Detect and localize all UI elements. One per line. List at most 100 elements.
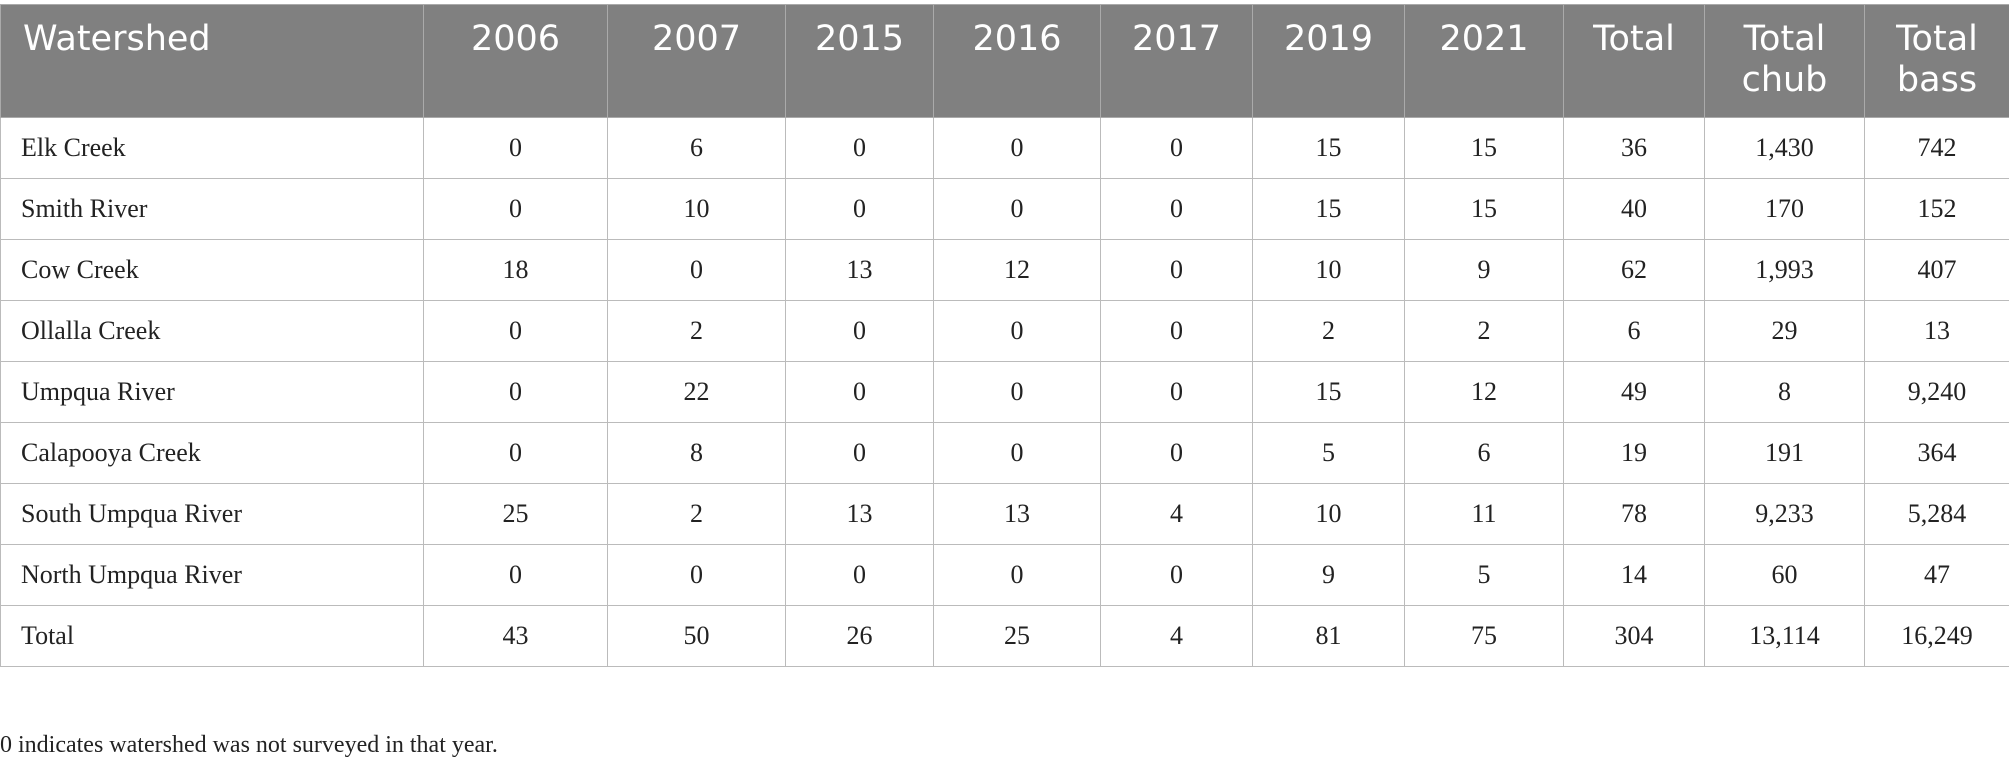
cell: 60 [1704,544,1865,606]
cell: 13 [785,239,934,301]
table-row: Calapooya Creek 0 8 0 0 0 5 6 19 191 364 [0,422,2009,484]
cell: 9 [1252,544,1405,606]
cell: 9,240 [1864,361,2009,423]
cell: 15 [1404,117,1564,179]
data-table: Watershed 2006 2007 2015 2016 2017 2019 2021 Tot… [0,4,2009,667]
header-cell: Total [1563,4,1705,118]
cell: 742 [1864,117,2009,179]
cell: 5,284 [1864,483,2009,545]
cell: 40 [1563,178,1705,240]
row-label: Cow Creek [0,239,424,301]
cell: 6 [1404,422,1564,484]
cell: 0 [933,300,1101,362]
cell: 0 [1100,239,1253,301]
cell: 43 [423,605,608,667]
cell: 0 [1100,422,1253,484]
header-cell: 2017 [1100,4,1253,118]
cell: 0 [1100,361,1253,423]
cell: 50 [607,605,786,667]
header-cell: Total bass [1864,4,2009,118]
cell: 0 [933,178,1101,240]
header-cell: 2016 [933,4,1101,118]
header-cell: Watershed [0,4,424,118]
cell: 0 [785,300,934,362]
cell: 304 [1563,605,1705,667]
row-label: Calapooya Creek [0,422,424,484]
cell: 81 [1252,605,1405,667]
cell: 13 [1864,300,2009,362]
cell: 5 [1404,544,1564,606]
header-cell: 2015 [785,4,934,118]
cell: 75 [1404,605,1564,667]
cell: 18 [423,239,608,301]
row-label: Elk Creek [0,117,424,179]
table-row: Elk Creek 0 6 0 0 0 15 15 36 1,430 742 [0,117,2009,179]
header-cell: 2019 [1252,4,1405,118]
cell: 0 [423,361,608,423]
cell: 0 [785,422,934,484]
cell: 25 [423,483,608,545]
cell: 191 [1704,422,1865,484]
cell: 0 [1100,544,1253,606]
cell: 0 [785,117,934,179]
cell: 15 [1252,117,1405,179]
cell: 49 [1563,361,1705,423]
row-label: Total [0,605,424,667]
cell: 78 [1563,483,1705,545]
cell: 2 [607,483,786,545]
table-body: Elk Creek 0 6 0 0 0 15 15 36 1,430 742 Smith River 0… [0,117,2009,667]
cell: 16,249 [1864,605,2009,667]
cell: 8 [1704,361,1865,423]
cell: 4 [1100,483,1253,545]
cell: 19 [1563,422,1705,484]
cell: 1,993 [1704,239,1865,301]
cell: 9,233 [1704,483,1865,545]
cell: 13 [933,483,1101,545]
cell: 14 [1563,544,1705,606]
cell: 0 [933,117,1101,179]
table-row: North Umpqua River 0 0 0 0 0 9 5 14 60 47 [0,544,2009,606]
cell: 0 [423,544,608,606]
table-row: Smith River 0 10 0 0 0 15 15 40 170 152 [0,178,2009,240]
cell: 10 [1252,483,1405,545]
cell: 0 [607,239,786,301]
cell: 6 [607,117,786,179]
row-label: South Umpqua River [0,483,424,545]
cell: 15 [1404,178,1564,240]
cell: 47 [1864,544,2009,606]
row-label: Umpqua River [0,361,424,423]
cell: 407 [1864,239,2009,301]
cell: 0 [933,544,1101,606]
header-row: Watershed 2006 2007 2015 2016 2017 2019 2021 Tot… [0,4,2009,118]
row-label: Ollalla Creek [0,300,424,362]
cell: 0 [785,361,934,423]
cell: 15 [1252,361,1405,423]
cell: 8 [607,422,786,484]
table-row: South Umpqua River 25 2 13 13 4 10 11 78 9,233 5,2… [0,483,2009,545]
cell: 11 [1404,483,1564,545]
cell: 2 [1252,300,1405,362]
cell: 0 [933,361,1101,423]
cell: 152 [1864,178,2009,240]
cell: 5 [1252,422,1405,484]
footnote: 0 indicates watershed was not surveyed i… [0,732,498,758]
cell: 13 [785,483,934,545]
cell: 0 [423,178,608,240]
cell: 0 [423,422,608,484]
cell: 0 [785,178,934,240]
header-cell: Total chub [1704,4,1865,118]
cell: 9 [1404,239,1564,301]
cell: 26 [785,605,934,667]
table-row: Ollalla Creek 0 2 0 0 0 2 2 6 29 13 [0,300,2009,362]
cell: 29 [1704,300,1865,362]
cell: 0 [1100,300,1253,362]
row-label: North Umpqua River [0,544,424,606]
header-cell: 2007 [607,4,786,118]
cell: 0 [933,422,1101,484]
table-row: Total 43 50 26 25 4 81 75 304 13,114 16,249 [0,605,2009,667]
cell: 1,430 [1704,117,1865,179]
cell: 12 [933,239,1101,301]
cell: 0 [1100,178,1253,240]
cell: 4 [1100,605,1253,667]
